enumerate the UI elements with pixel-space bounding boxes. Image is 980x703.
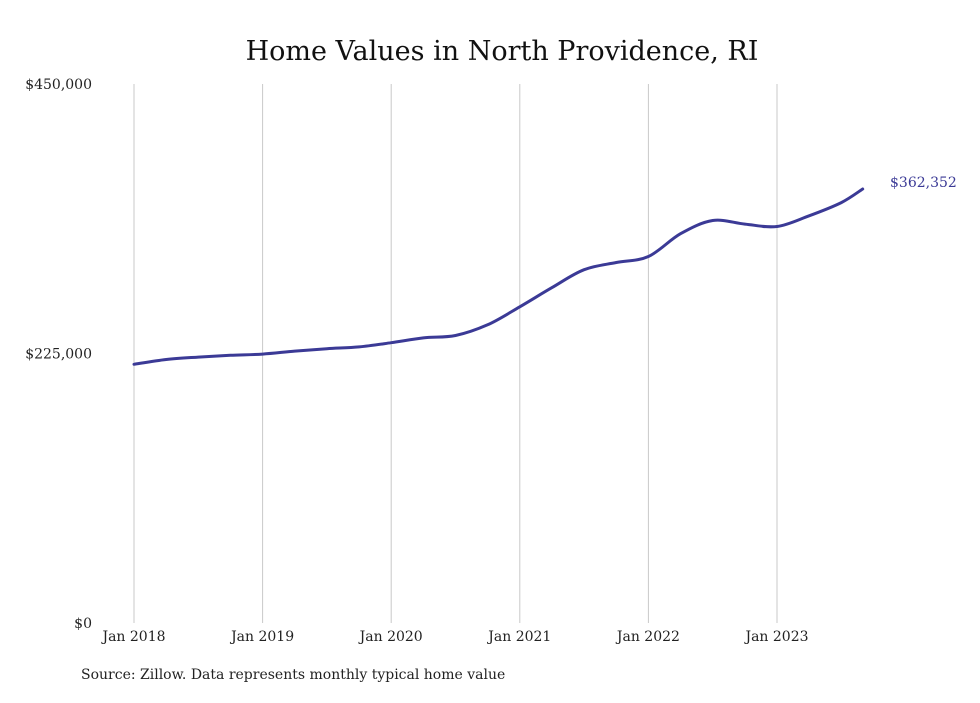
x-tick-label: Jan 2021 xyxy=(486,629,551,645)
x-tick-label: Jan 2022 xyxy=(615,629,680,645)
x-tick-label: Jan 2020 xyxy=(358,629,423,645)
x-tick-label: Jan 2019 xyxy=(229,629,294,645)
chart-title: Home Values in North Providence, RI xyxy=(246,36,759,67)
y-tick-label: $225,000 xyxy=(25,347,92,363)
y-axis-ticks: $450,000 $225,000 $0 xyxy=(25,77,92,632)
end-value-label: $362,352 xyxy=(890,175,957,191)
grid-lines xyxy=(133,84,778,623)
y-tick-label: $450,000 xyxy=(25,77,92,93)
x-tick-label: Jan 2018 xyxy=(100,629,165,645)
y-tick-label: $0 xyxy=(74,616,92,632)
x-tick-label: Jan 2023 xyxy=(743,629,808,645)
series-line xyxy=(132,187,865,366)
series-group xyxy=(132,187,865,366)
source-note: Source: Zillow. Data represents monthly … xyxy=(81,667,506,683)
x-axis-ticks: Jan 2018 Jan 2019 Jan 2020 Jan 2021 Jan 2022… xyxy=(100,629,808,645)
